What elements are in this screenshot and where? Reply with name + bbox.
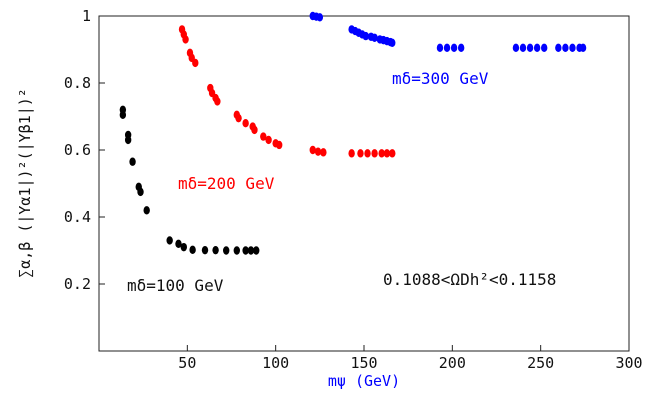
data-point	[526, 43, 534, 53]
annotation-m300: mδ=300 GeV	[392, 69, 489, 88]
data-point	[182, 35, 189, 44]
data-point	[562, 43, 569, 53]
data-point	[124, 135, 132, 145]
data-point	[242, 119, 249, 128]
x-tick-label: 250	[527, 354, 554, 372]
x-tick-label: 150	[350, 354, 377, 372]
data-point	[357, 149, 364, 158]
y-tick-label: 0.6	[64, 141, 91, 159]
data-point	[309, 145, 316, 155]
y-tick-label: 0.4	[64, 208, 91, 226]
data-point	[119, 110, 127, 120]
y-tick-label: 0.2	[64, 275, 91, 293]
data-point	[519, 43, 527, 53]
data-point	[457, 43, 465, 53]
data-point	[180, 242, 187, 252]
data-point	[314, 147, 322, 156]
data-point	[348, 149, 355, 158]
data-point	[362, 31, 369, 41]
data-point	[143, 206, 150, 215]
data-point	[533, 43, 541, 53]
annotation-m100: mδ=100 GeV	[127, 276, 224, 295]
data-point	[450, 43, 458, 53]
x-tick-label: 300	[615, 354, 642, 372]
data-point	[223, 246, 230, 255]
data-point	[541, 43, 548, 53]
x-axis-title: mψ (GeV)	[328, 372, 400, 390]
data-point	[137, 187, 144, 197]
data-point	[389, 149, 396, 158]
data-point	[378, 149, 385, 158]
data-point	[364, 149, 371, 158]
y-axis-title: ∑α,β (|Yα1|)²(|Yβ1|)²	[16, 88, 34, 278]
annotation-relic-density: 0.1088<ΩDh²<0.1158	[383, 270, 556, 289]
data-point	[512, 43, 520, 53]
data-point	[579, 43, 587, 53]
x-tick-label: 200	[439, 354, 466, 372]
data-point	[316, 13, 324, 22]
data-point	[320, 148, 327, 157]
data-point	[443, 43, 451, 53]
data-point	[175, 239, 182, 248]
data-point	[555, 43, 562, 53]
data-point	[214, 97, 221, 106]
annotation-m200: mδ=200 GeV	[178, 174, 275, 193]
data-point	[383, 149, 391, 158]
x-tick-label: 50	[178, 354, 196, 372]
data-point	[371, 149, 378, 158]
data-point	[436, 43, 444, 53]
data-point	[371, 33, 378, 42]
x-tick-label: 100	[262, 354, 289, 372]
data-point	[192, 58, 199, 68]
y-axis-ticks: 0.2 0.4 0.6 0.8 1	[64, 7, 105, 293]
data-point	[276, 140, 283, 150]
y-tick-label: 0.8	[64, 74, 91, 92]
y-tick-label: 1	[82, 7, 91, 25]
data-point	[253, 246, 260, 255]
data-point	[247, 246, 255, 255]
data-point	[189, 245, 196, 255]
data-point	[235, 113, 242, 123]
data-points	[119, 11, 587, 255]
data-point	[233, 246, 240, 255]
data-point	[389, 38, 396, 47]
data-point	[129, 157, 136, 166]
data-point	[212, 245, 219, 255]
data-point	[166, 236, 173, 245]
data-point	[265, 135, 272, 145]
data-point	[260, 132, 267, 141]
data-point	[242, 246, 249, 255]
x-axis-ticks: 50 100 150 200 250 300	[178, 345, 643, 372]
data-point	[201, 245, 209, 255]
data-point	[569, 43, 576, 53]
data-point	[251, 125, 258, 135]
